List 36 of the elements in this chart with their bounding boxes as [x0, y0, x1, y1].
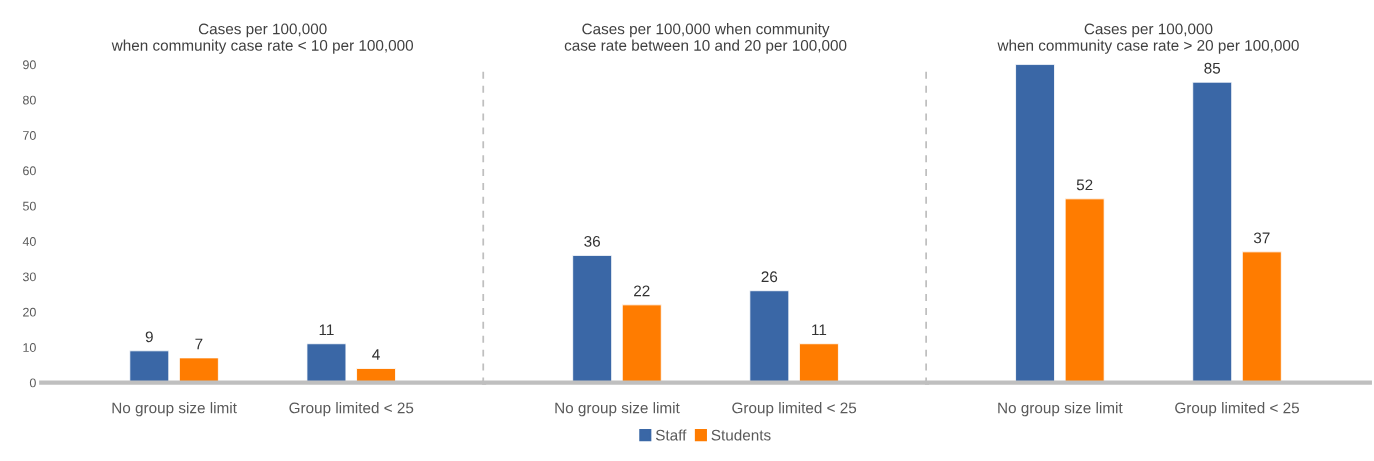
- bar: [356, 368, 396, 383]
- data-label: 26: [761, 271, 778, 283]
- data-label: 22: [634, 285, 650, 297]
- data-label: 36: [584, 236, 600, 247]
- data-label: 9: [145, 331, 153, 343]
- x-tick-label: No group size limit: [112, 402, 237, 417]
- y-tick-label: 80: [23, 95, 36, 105]
- y-tick-label: 30: [22, 272, 36, 282]
- x-tick-label: No group size limit: [555, 402, 680, 417]
- x-tick-label: Group limited < 25: [289, 402, 414, 417]
- y-tick-label: 90: [23, 60, 36, 70]
- x-tick-label: Group limited < 25: [1175, 402, 1299, 417]
- data-label: 11: [319, 324, 334, 336]
- data-label: 52: [1076, 179, 1093, 191]
- x-tick-label: No group size limit: [998, 402, 1123, 417]
- chart-title: Cases per 100,000 when community case rate between 10 and 20 per 100,000: [564, 23, 847, 54]
- bar: [178, 357, 219, 383]
- y-tick-label: 70: [23, 131, 36, 140]
- data-label: 37: [1253, 232, 1270, 244]
- y-tick-label: 60: [23, 166, 36, 176]
- legend-label: Students: [711, 429, 771, 441]
- y-tick-label: 0: [29, 378, 36, 388]
- y-tick-label: 10: [23, 343, 36, 352]
- legend-label: Staff: [655, 429, 687, 441]
- x-tick-label: Group limited < 25: [732, 402, 857, 417]
- y-tick-label: 20: [23, 307, 36, 317]
- y-tick-label: 50: [22, 201, 36, 211]
- bar: [306, 343, 347, 383]
- chart-title: Cases per 100,000 when community case rate > 20 per 100,000: [997, 23, 1299, 54]
- data-label: 11: [812, 324, 827, 336]
- y-tick-label: 40: [22, 237, 36, 246]
- data-label: 85: [1204, 62, 1221, 74]
- chart-title: Cases per 100,000 when community case rate < 10 per 100,000: [111, 23, 414, 54]
- data-label: 4: [372, 349, 380, 360]
- data-label: 7: [195, 338, 203, 350]
- bar: [129, 350, 170, 383]
